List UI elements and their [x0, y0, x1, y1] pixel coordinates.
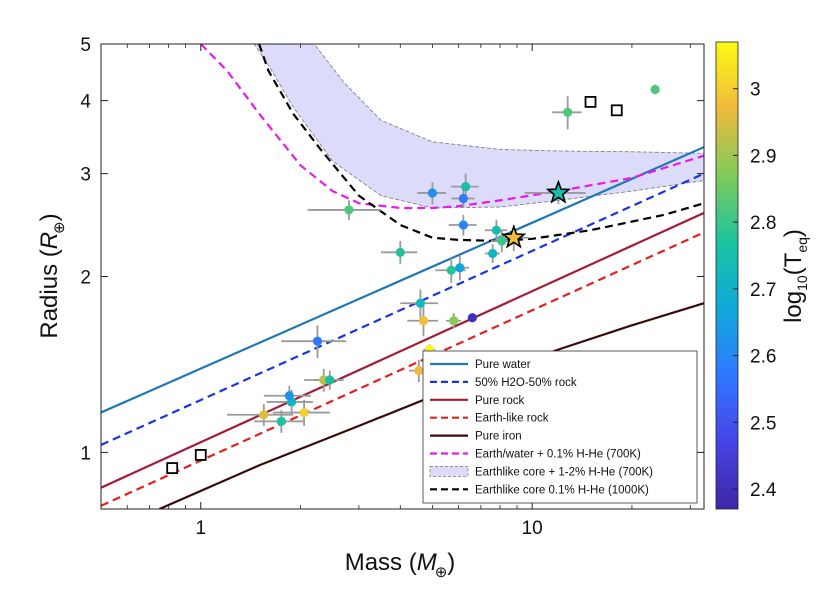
point-13: [395, 247, 405, 257]
y-tick-label-2: 3: [80, 165, 91, 186]
point-18: [449, 316, 459, 326]
colorbar: 2.4 2.5 2.6 2.7 2.8 2.9 3 log10(Teq): [715, 41, 810, 510]
curve-1: [101, 172, 704, 446]
point-2: [584, 95, 597, 108]
point-15: [418, 316, 429, 326]
axis-ticks: 1 10 1 2 3 4 5: [80, 35, 704, 539]
point-12: [344, 205, 354, 215]
colorbar-tick-label-6: 3: [750, 80, 761, 101]
point-0: [166, 462, 179, 474]
point-3: [610, 104, 623, 117]
point-5: [276, 416, 286, 426]
curve-2: [101, 211, 704, 489]
point-11: [312, 336, 323, 346]
star-0: [545, 179, 572, 204]
legend-swatch-6: [429, 465, 469, 477]
point-21: [455, 263, 465, 273]
legend-label-5: Earth/water + 0.1% H-He (700K): [475, 449, 641, 461]
point-20: [446, 265, 456, 275]
point-25: [497, 236, 507, 246]
y-tick-label-0: 1: [80, 443, 91, 464]
colorbar-tick-label-5: 2.9: [750, 146, 776, 167]
svg-text:Mass (M⊕): Mass (M⊕): [345, 549, 456, 581]
legend-label-6: Earthlike core + 1-2% H-He (700K): [475, 466, 653, 478]
curve-0: [101, 146, 704, 414]
star-1: [501, 224, 527, 249]
point-14: [415, 298, 426, 308]
h-he-envelope-band: [253, 44, 704, 209]
point-19: [467, 313, 477, 323]
y-tick-label-3: 4: [80, 92, 91, 113]
band-layer: [253, 44, 704, 209]
colorbar-gradient: [715, 41, 739, 510]
legend-label-3: Earth-like rock: [475, 413, 549, 425]
colorbar-tick-label-0: 2.4: [750, 480, 777, 501]
point-28: [461, 182, 471, 192]
y-tick-label-1: 2: [80, 268, 91, 289]
point-30: [650, 84, 660, 95]
legend-label-7: Earthlike core 0.1% H-He (1000K): [475, 484, 649, 496]
point-27: [458, 193, 468, 204]
point-23: [458, 220, 468, 230]
point-24: [491, 225, 502, 235]
point-29: [563, 107, 573, 117]
legend: Pure water 50% H2O-50% rock Pure rock Earth…: [422, 350, 698, 504]
x-axis-label: Mass (M⊕): [345, 549, 456, 581]
point-layer: [166, 84, 660, 474]
colorbar-tick-label-2: 2.6: [750, 347, 776, 368]
point-7: [284, 391, 294, 401]
svg-text:log10(Teq): log10(Teq): [780, 229, 810, 323]
y-axis-label: Radius (R⊕): [36, 213, 68, 338]
point-26: [427, 188, 438, 198]
point-16: [414, 366, 424, 376]
legend-box: [422, 350, 698, 504]
colorbar-tick-label-3: 2.7: [750, 280, 776, 301]
point-4: [259, 410, 269, 420]
legend-label-4: Pure iron: [475, 431, 522, 443]
svg-text:Radius (R⊕): Radius (R⊕): [36, 213, 68, 338]
point-8: [299, 407, 309, 418]
x-tick-label-1: 10: [522, 518, 543, 539]
x-tick-label-0: 1: [195, 518, 206, 539]
colorbar-tick-label-4: 2.8: [750, 213, 776, 234]
point-1: [194, 449, 207, 461]
point-10: [325, 375, 335, 385]
colorbar-tick-label-1: 2.5: [750, 413, 776, 434]
colorbar-label: log10(Teq): [780, 229, 810, 323]
y-tick-label-4: 5: [80, 35, 91, 56]
legend-label-2: Pure rock: [475, 395, 524, 407]
legend-label-0: Pure water: [475, 359, 531, 371]
point-22: [488, 248, 498, 259]
legend-label-1: 50% H2O-50% rock: [475, 377, 577, 389]
